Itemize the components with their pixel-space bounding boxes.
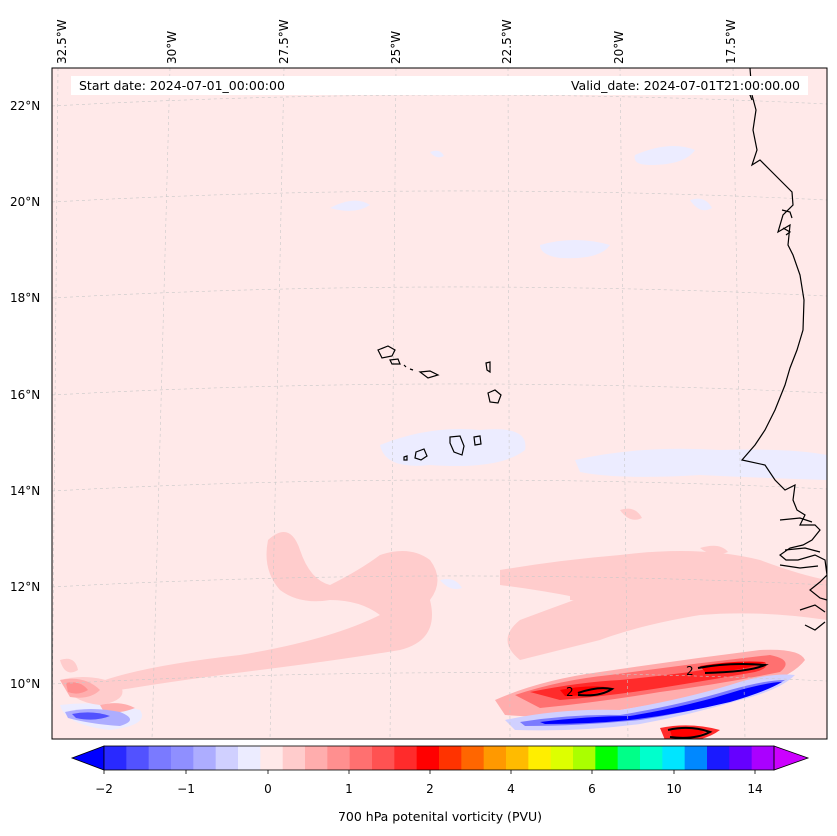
colorbar-tick-label: 4 (507, 782, 515, 796)
colorbar-tick-label: 6 (588, 782, 596, 796)
longitude-label: 17.5°W (724, 19, 738, 64)
contour-label: 2 (566, 685, 574, 699)
longitude-label: 22.5°W (500, 19, 514, 64)
cape-verde-islands (377, 345, 502, 461)
latitude-label: 16°N (10, 388, 41, 402)
date-banner: Start date: 2024-07-01_00:00:00 Valid_da… (71, 76, 808, 95)
longitude-label: 30°W (165, 30, 179, 64)
pv-field-background (52, 68, 827, 739)
negative-pv-filament (65, 674, 795, 731)
colorbar-tick-label: 1 (345, 782, 353, 796)
colorbar-tick-label: 10 (666, 782, 682, 796)
latitude-label: 12°N (10, 580, 41, 594)
colorbar-label: 700 hPa potenital vorticity (PVU) (337, 809, 543, 824)
pv-2-contour (577, 663, 769, 739)
latitude-label: 10°N (10, 677, 41, 691)
graticule (52, 68, 827, 739)
contour-label: 2 (686, 664, 694, 678)
latitude-label: 20°N (10, 195, 41, 209)
colorbar-tick-label: 14 (747, 782, 763, 796)
africa-coastline (740, 68, 827, 601)
start-date: Start date: 2024-07-01_00:00:00 (79, 78, 285, 93)
longitude-label: 20°W (612, 30, 626, 64)
valid-date: Valid_date: 2024-07-01T21:00:00.00 (570, 78, 800, 93)
latitude-label: 14°N (10, 484, 41, 498)
latitude-label: 18°N (10, 291, 41, 305)
longitude-label: 27.5°W (277, 19, 291, 64)
colorbar-tick-label: 2 (426, 782, 434, 796)
colorbar-tick-label: −1 (177, 782, 195, 796)
coastline-gambia (779, 517, 826, 631)
longitude-label: 25°W (389, 30, 403, 64)
latitude-label: 22°N (10, 99, 41, 113)
longitude-label: 32.5°W (55, 19, 69, 64)
colorbar-tick-label: 0 (264, 782, 272, 796)
colorbar-tick-label: −2 (95, 782, 113, 796)
map-frame (51, 67, 828, 740)
